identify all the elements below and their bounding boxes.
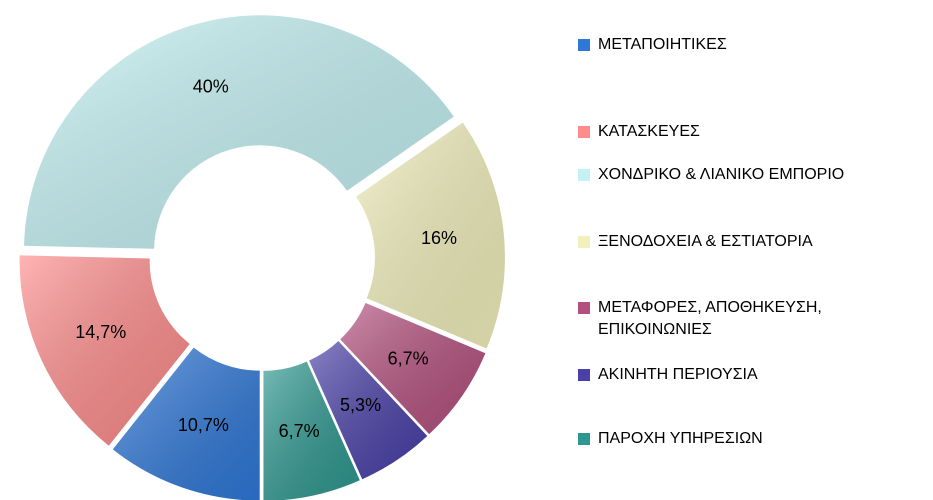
slice-shade: [356, 122, 505, 349]
slice-shade: [309, 341, 428, 480]
legend-label: ΞΕΝΟΔΟΧΕΙΑ & ΕΣΤΙΑΤΟΡΙΑ: [598, 233, 813, 250]
slice-shade: [24, 15, 454, 249]
legend-swatch: [578, 39, 590, 51]
legend-label: ΜΕΤΑΠΟΙΗΤΙΚΕΣ: [598, 36, 727, 53]
legend-item: ΚΑΤΑΣΚΕΥΕΣ: [578, 121, 928, 143]
legend-swatch: [578, 169, 590, 181]
legend-swatch: [578, 126, 590, 138]
legend-item: ΜΕΤΑΠΟΙΗΤΙΚΕΣ: [578, 34, 928, 56]
data-label: 10,7%: [178, 415, 229, 435]
slice-shade: [19, 255, 190, 446]
data-label: 5,3%: [340, 395, 381, 415]
donut: 10,7% 14,7% 40% 16% 6,7% 5,3% 6,7%: [19, 15, 505, 500]
legend-label: ΑΚΙΝΗΤΗ ΠΕΡΙΟΥΣΙΑ: [598, 366, 758, 383]
data-label: 6,7%: [279, 421, 320, 441]
legend-swatch: [578, 369, 590, 381]
legend-swatch: [578, 302, 590, 314]
legend-item: ΠΑΡΟΧΗ ΥΠΗΡΕΣΙΩΝ: [578, 428, 928, 450]
legend-label: ΧΟΝΔΡΙΚΟ & ΛΙΑΝΙΚΟ ΕΜΠΟΡΙΟ: [598, 166, 845, 183]
slice-shade: [112, 347, 260, 500]
legend-item: ΑΚΙΝΗΤΗ ΠΕΡΙΟΥΣΙΑ: [578, 364, 928, 386]
data-label: 6,7%: [388, 348, 429, 368]
data-label: 16%: [421, 228, 457, 248]
slice-shade: [263, 361, 360, 500]
legend-item: ΞΕΝΟΔΟΧΕΙΑ & ΕΣΤΙΑΤΟΡΙΑ: [578, 231, 928, 253]
data-label: 40%: [193, 76, 229, 96]
legend-label: ΜΕΤΑΦΟΡΕΣ, ΑΠΟΘΗΚΕΥΣΗ, ΕΠΙΚΟΙΝΩΝΙΕΣ: [598, 299, 822, 338]
legend-item: ΜΕΤΑΦΟΡΕΣ, ΑΠΟΘΗΚΕΥΣΗ, ΕΠΙΚΟΙΝΩΝΙΕΣ: [578, 297, 928, 341]
legend-item: ΧΟΝΔΡΙΚΟ & ΛΙΑΝΙΚΟ ΕΜΠΟΡΙΟ: [578, 164, 928, 186]
legend-label: ΠΑΡΟΧΗ ΥΠΗΡΕΣΙΩΝ: [598, 430, 763, 447]
legend-label: ΚΑΤΑΣΚΕΥΕΣ: [598, 123, 700, 140]
data-label: 14,7%: [75, 322, 126, 342]
legend-swatch: [578, 433, 590, 445]
legend-swatch: [578, 236, 590, 248]
slice-shade: [340, 302, 486, 435]
